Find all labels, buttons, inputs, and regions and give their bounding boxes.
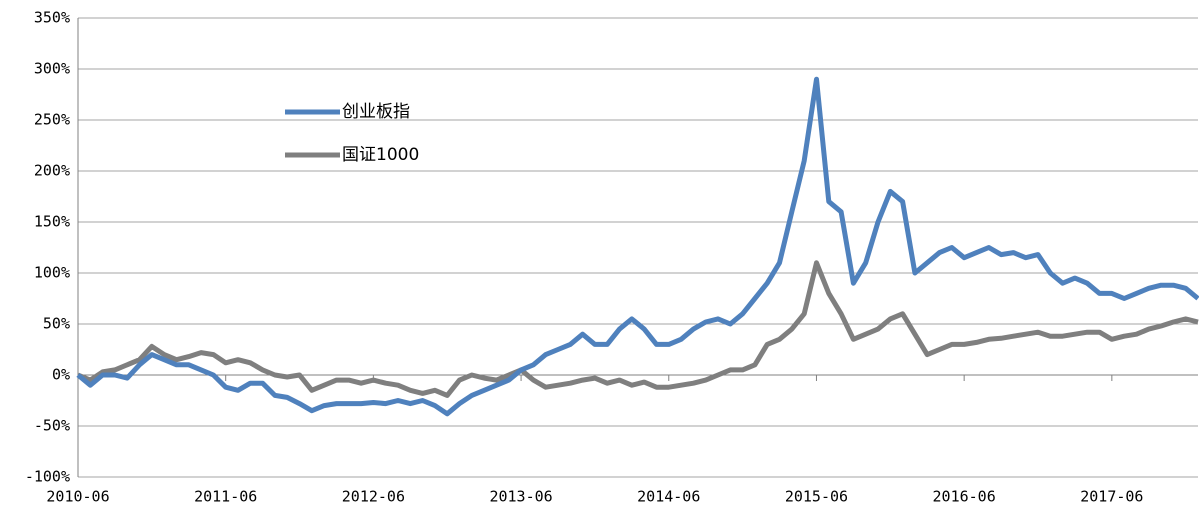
x-tick-label: 2014-06	[637, 488, 700, 506]
x-tick-label: 2012-06	[342, 488, 405, 506]
legend-label: 创业板指	[342, 102, 410, 122]
series-line	[77, 260, 1199, 398]
x-tick-label: 2011-06	[194, 488, 257, 506]
y-tick-label: 150%	[34, 213, 70, 231]
y-tick-label: 200%	[34, 162, 70, 180]
legend-label: 国证1000	[342, 145, 419, 165]
y-tick-label: 300%	[34, 60, 70, 78]
y-tick-label: 100%	[34, 264, 70, 282]
y-tick-label: 250%	[34, 111, 70, 129]
x-tick-label: 2017-06	[1080, 488, 1143, 506]
y-tick-label: -100%	[25, 468, 70, 486]
series-line	[76, 76, 1199, 417]
x-tick-label: 2016-06	[933, 488, 996, 506]
y-tick-label: 0%	[52, 366, 70, 384]
y-tick-label: -50%	[34, 417, 70, 435]
x-tick-label: 2015-06	[785, 488, 848, 506]
y-tick-label: 50%	[43, 315, 70, 333]
x-tick-label: 2010-06	[46, 488, 109, 506]
y-tick-label: 350%	[34, 9, 70, 27]
x-tick-label: 2013-06	[489, 488, 552, 506]
